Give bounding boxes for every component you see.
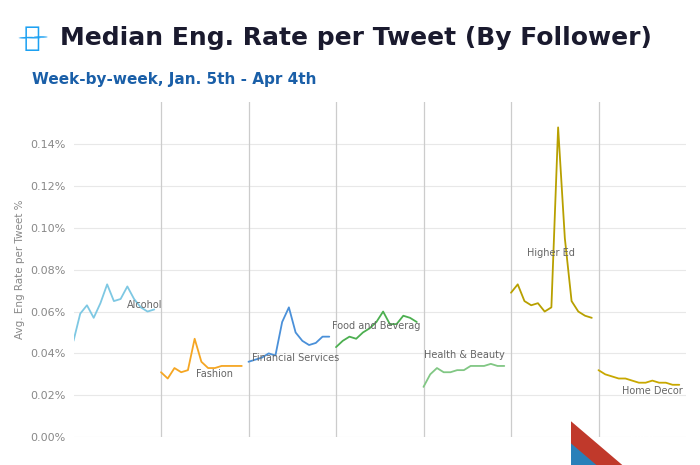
Text: Food and Beverag: Food and Beverag (332, 321, 421, 331)
Text: Higher Ed: Higher Ed (527, 248, 575, 258)
Text: IQ: IQ (634, 447, 649, 460)
Text: Median Eng. Rate per Tweet (By Follower): Median Eng. Rate per Tweet (By Follower) (60, 26, 652, 50)
Text: Home Decor: Home Decor (622, 386, 682, 396)
Text: Health & Beauty: Health & Beauty (424, 351, 504, 360)
Text: Fashion: Fashion (196, 369, 233, 379)
Text: Alcohol: Alcohol (127, 300, 162, 310)
Ellipse shape (19, 38, 26, 39)
Text: Financial Services: Financial Services (252, 352, 340, 363)
Ellipse shape (24, 37, 41, 39)
Ellipse shape (20, 37, 34, 38)
Text: Week-by-week, Jan. 5th - Apr 4th: Week-by-week, Jan. 5th - Apr 4th (32, 72, 316, 86)
Polygon shape (570, 421, 622, 465)
Polygon shape (570, 443, 596, 465)
Text: ␦: ␦ (23, 24, 40, 52)
Circle shape (34, 36, 48, 38)
Text: Rival: Rival (629, 433, 655, 442)
Y-axis label: Avg. Eng Rate per Tweet %: Avg. Eng Rate per Tweet % (15, 200, 25, 339)
